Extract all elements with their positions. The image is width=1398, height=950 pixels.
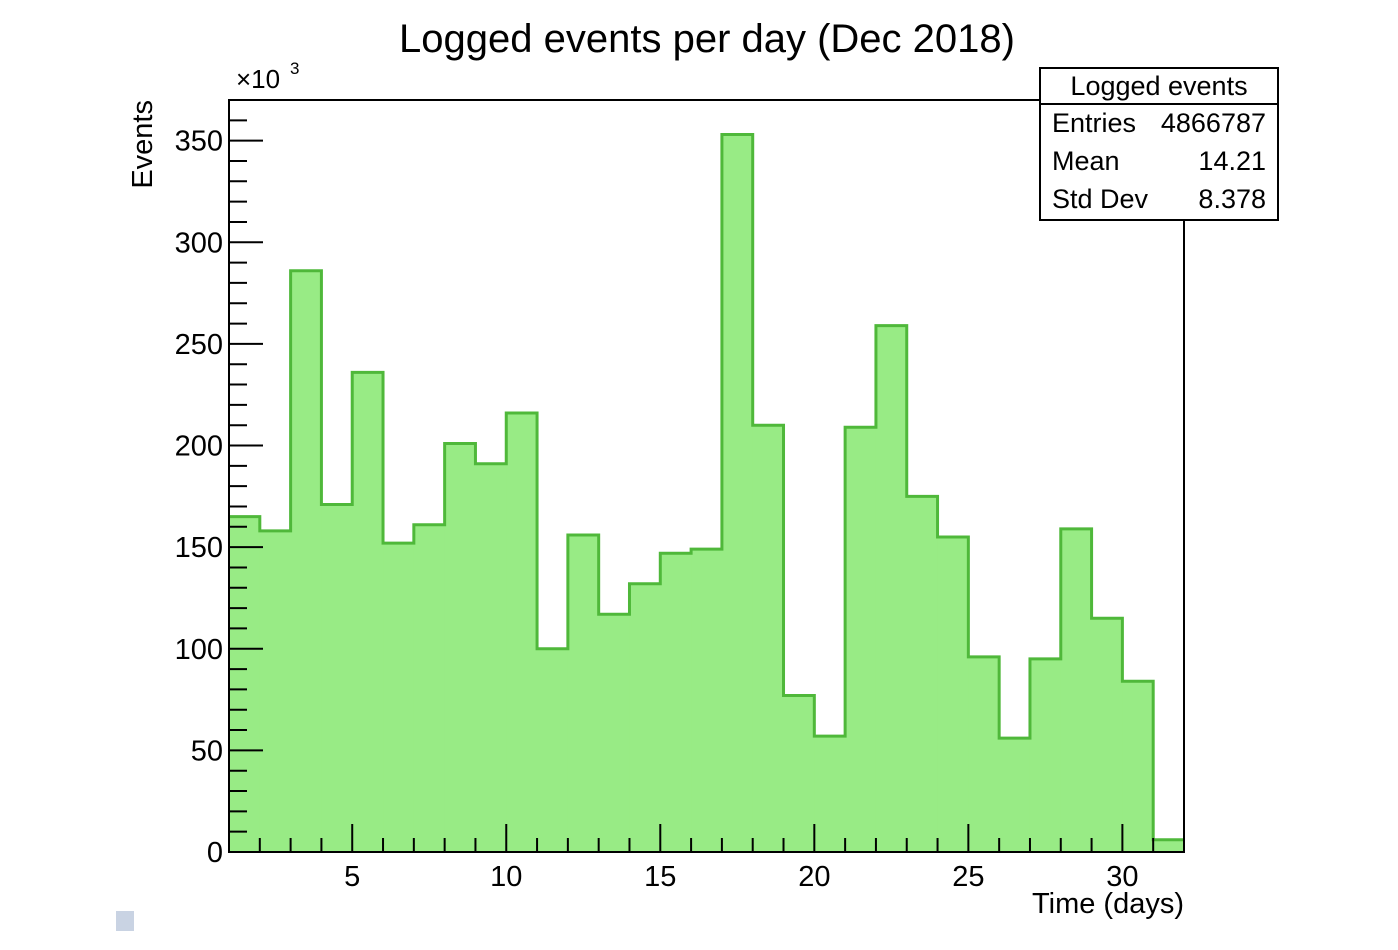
x-tick-label: 15 [644, 861, 676, 893]
histogram-bar [660, 553, 692, 852]
y-tick-label: 350 [175, 126, 223, 158]
stats-stddev-value: 8.378 [1198, 184, 1266, 214]
histogram-bar [259, 530, 292, 852]
histogram-bar [1060, 528, 1093, 852]
histogram-bar [783, 695, 815, 852]
y-multiplier: ×10 [236, 64, 280, 94]
histogram-bar [968, 656, 1000, 852]
histogram-bar [506, 412, 538, 852]
y-tick-label: 100 [175, 634, 223, 666]
histogram-bar [352, 372, 384, 852]
histogram-bars [229, 134, 1185, 853]
histogram-bar [999, 738, 1031, 852]
histogram-bar [1153, 839, 1185, 852]
x-tick-label: 10 [490, 861, 522, 893]
histogram-bar [906, 496, 939, 852]
histogram-bar [875, 325, 908, 853]
histogram-bar [475, 463, 507, 852]
histogram-bar [229, 516, 261, 852]
histogram-bar [413, 524, 446, 852]
y-tick-label: 200 [175, 431, 223, 463]
x-tick-label: 5 [344, 861, 360, 893]
histogram-bar [937, 536, 969, 852]
stats-entries-label: Entries [1052, 108, 1136, 138]
y-tick-label: 50 [191, 735, 223, 767]
histogram-bar [721, 134, 754, 853]
stats-mean-value: 14.21 [1198, 146, 1266, 176]
histogram-bar [598, 614, 630, 852]
plot-frame [228, 99, 1185, 853]
y-axis-label: Events [127, 100, 159, 189]
corner-marker [116, 911, 134, 931]
x-tick-label: 25 [952, 861, 984, 893]
y-multiplier-exponent: 3 [290, 59, 299, 78]
stats-box: Logged events Entries 4866787 Mean 14.21… [1039, 67, 1279, 221]
histogram-bar [537, 648, 569, 852]
histogram-bar [1122, 681, 1154, 852]
histogram-bar [814, 736, 846, 852]
y-tick-label: 300 [175, 227, 223, 259]
histogram-bar [1091, 618, 1123, 852]
histogram-bar [567, 534, 600, 852]
stats-stddev-label: Std Dev [1052, 184, 1149, 214]
stats-mean-label: Mean [1052, 146, 1120, 176]
histogram-bar [691, 549, 723, 852]
histogram-outline [229, 133, 1184, 842]
histogram-bar [1029, 658, 1062, 852]
histogram-bar [383, 543, 415, 852]
y-tick-label: 250 [175, 329, 223, 361]
x-tick-label: 30 [1106, 861, 1138, 893]
histogram-bar [290, 270, 322, 852]
histogram-bar [752, 425, 785, 852]
y-tick-label: 150 [175, 532, 223, 564]
stats-entries-value: 4866787 [1161, 108, 1266, 138]
histogram-bar [444, 443, 476, 852]
histogram-bar [321, 504, 353, 852]
y-axis: 0 50 100 150 200 250 300 350 [175, 99, 263, 869]
histogram-bar [629, 583, 661, 852]
x-axis-label: Time (days) [1032, 888, 1184, 920]
histogram-bar [845, 427, 877, 852]
stats-title: Logged events [1070, 71, 1247, 101]
x-axis: 5 10 15 20 25 30 [258, 824, 1155, 893]
chart-title: Logged events per day (Dec 2018) [399, 17, 1015, 61]
y-tick-label: 0 [207, 837, 223, 869]
x-tick-label: 20 [798, 861, 830, 893]
